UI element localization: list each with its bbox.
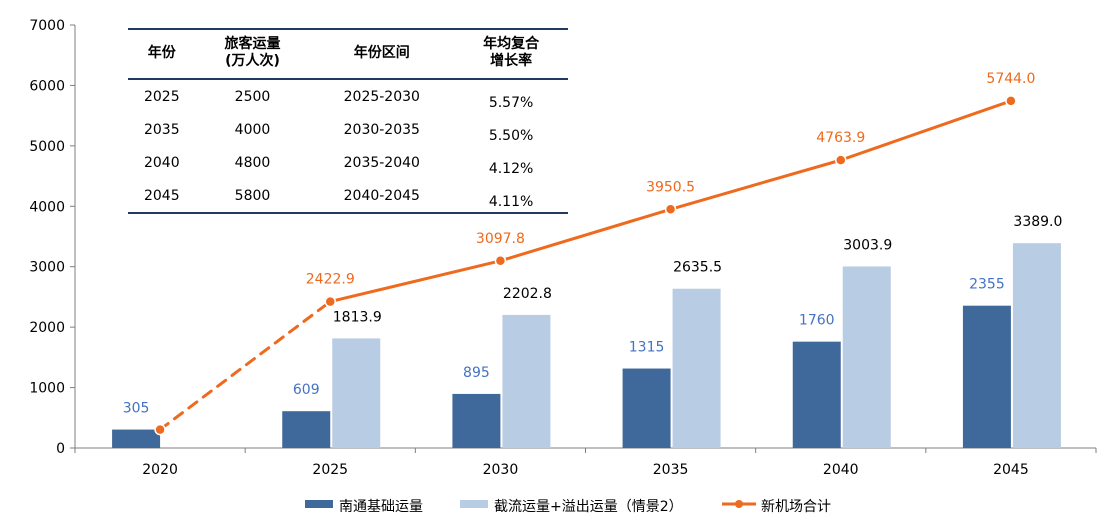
x-tick-label: 2035 [653,462,689,478]
data-label-diverted: 2635.5 [673,260,722,276]
data-label-diverted: 1813.9 [333,309,382,325]
table-header-row: 年份 旅客运量 (万人次) 年份区间 年均复合 增长率 [128,28,568,80]
table-header-volume: 旅客运量 (万人次) [195,28,310,80]
total-line-point [835,154,847,166]
data-label-diverted: 2202.8 [503,286,552,302]
total-line-point [324,295,336,308]
table-cell: 2035 [143,121,180,138]
legend-swatch-base [305,500,333,508]
table-cell: 2035-2040 [343,154,420,171]
y-tick-label: 6000 [29,78,65,94]
table-cell: 2500 [234,88,271,105]
y-tick-label: 0 [56,441,65,457]
table-header-year: 年份 [128,28,196,80]
table-row: 2045 5800 2040-2045 4.11% [128,179,568,214]
y-tick-label: 7000 [29,18,65,34]
table-header-cagr: 年均复合 增长率 [454,28,568,80]
bar-diverted [1012,243,1061,448]
total-line-segment [839,99,1013,162]
x-tick-label: 2040 [823,462,859,478]
x-tick-label: 2045 [993,462,1029,478]
table-cell: 2025-2030 [343,88,420,105]
table-cell: 5.57% [488,94,534,111]
bar-diverted [672,288,721,448]
data-label-base: 895 [463,365,490,381]
legend-label-base: 南通基础运量 [339,498,423,515]
bar-base [452,393,501,448]
data-label-total: 2422.9 [306,272,355,288]
table-row: 2025 2500 2025-2030 5.57% [128,79,568,113]
legend-label-diverted: 截流运量+溢出运量（情景2） [494,499,683,515]
bar-base [622,368,671,448]
data-label-base: 1315 [629,340,665,356]
data-label-base: 1760 [799,313,835,329]
table-cell: 2040 [143,154,180,171]
table-cell: 4800 [234,154,271,171]
bar-diverted [502,314,551,448]
y-tick-label: 1000 [29,381,65,397]
table-row: 2035 4000 2030-2035 5.50% [128,113,568,146]
y-tick-label: 4000 [29,199,65,215]
total-line-point [1005,95,1017,107]
total-line-point [664,203,677,216]
data-label-base: 609 [293,382,320,398]
table-cell: 2040-2045 [309,179,455,214]
y-tick-label: 2000 [29,320,65,336]
bar-base [282,411,331,448]
total-line-dashed-segment [158,300,332,432]
table-cell: 4000 [234,121,271,138]
bar-diverted [332,338,381,448]
y-tick-label: 3000 [29,260,65,276]
table-cell: 4.11% [454,179,568,214]
data-label-base: 2355 [969,277,1005,293]
table-cell: 2025 [143,88,180,105]
legend-swatch-diverted [460,500,488,508]
legend-label-total: 新机场合计 [761,499,831,515]
total-line-point [494,255,507,267]
bar-base [962,305,1011,448]
legend-marker-total [735,500,743,508]
total-line-segment [498,207,673,263]
bar-base [112,429,161,448]
y-tick-label: 5000 [29,139,65,155]
table-cell: 5.50% [488,127,534,144]
table-row: 2040 4800 2035-2040 4.12% [128,146,568,179]
x-tick-label: 2025 [312,462,348,478]
data-label-diverted: 3003.9 [843,237,892,253]
total-line-point [154,423,166,436]
table-cell: 2045 [128,179,196,214]
total-line-segment [328,259,502,304]
table-cell: 5800 [195,179,310,214]
x-tick-label: 2020 [142,462,178,478]
data-label-diverted: 3389.0 [1013,214,1062,230]
data-label-total: 4763.9 [816,130,865,146]
table-cell: 2030-2035 [343,121,420,138]
data-label-total: 5744.0 [986,71,1035,87]
bar-diverted [842,266,891,448]
data-label-total: 3950.5 [646,179,695,195]
table-header-period: 年份区间 [309,28,455,80]
x-tick-label: 2030 [483,462,519,478]
data-label-base: 305 [123,401,150,417]
bar-base [792,341,841,448]
table-cell: 4.12% [488,160,534,177]
total-line-segment [669,158,843,211]
data-label-total: 3097.8 [476,231,525,247]
growth-table: 年份 旅客运量 (万人次) 年份区间 年均复合 增长率 2025 2500 20… [128,28,568,214]
